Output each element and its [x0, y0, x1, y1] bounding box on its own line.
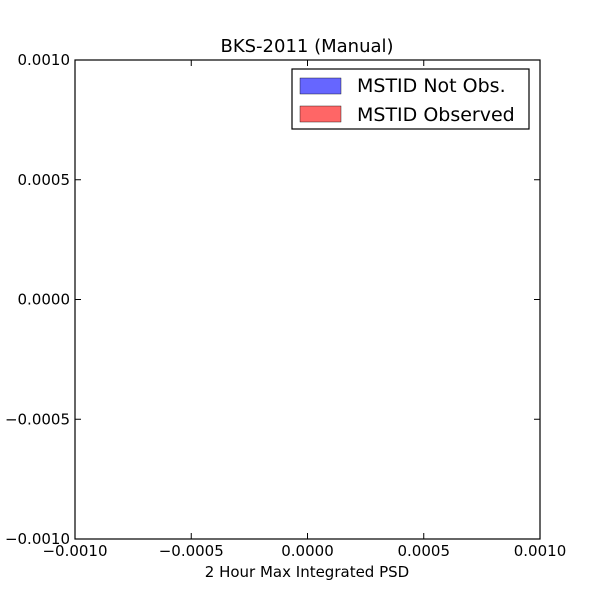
legend: MSTID Not Obs. MSTID Observed — [291, 68, 530, 130]
x-tick-label: −0.0010 — [42, 542, 107, 560]
plot-area — [75, 60, 540, 539]
y-tick-label: 0.0000 — [18, 291, 71, 309]
axis-ticks: −0.0010 −0.0005 0.0000 0.0005 0.0010 −0.0010 −… — [5, 51, 566, 560]
y-tick-label: −0.0010 — [5, 530, 70, 548]
legend-label-not-observed: MSTID Not Obs. — [357, 75, 506, 97]
x-tick-label: 0.0010 — [514, 542, 567, 560]
x-tick-label: 0.0000 — [281, 542, 334, 560]
legend-swatch-not-observed — [299, 77, 342, 95]
legend-label-observed: MSTID Observed — [357, 104, 515, 126]
x-tick-label: −0.0005 — [159, 542, 224, 560]
plot-frame — [74, 59, 541, 540]
x-tick-label: 0.0005 — [398, 542, 451, 560]
y-tick-label: −0.0005 — [5, 410, 70, 428]
x-axis-label: 2 Hour Max Integrated PSD — [205, 563, 409, 581]
legend-swatch-observed — [299, 105, 342, 123]
y-tick-label: 0.0010 — [18, 51, 71, 69]
y-tick-label: 0.0005 — [18, 171, 71, 189]
chart-title: BKS-2011 (Manual) — [220, 36, 393, 57]
